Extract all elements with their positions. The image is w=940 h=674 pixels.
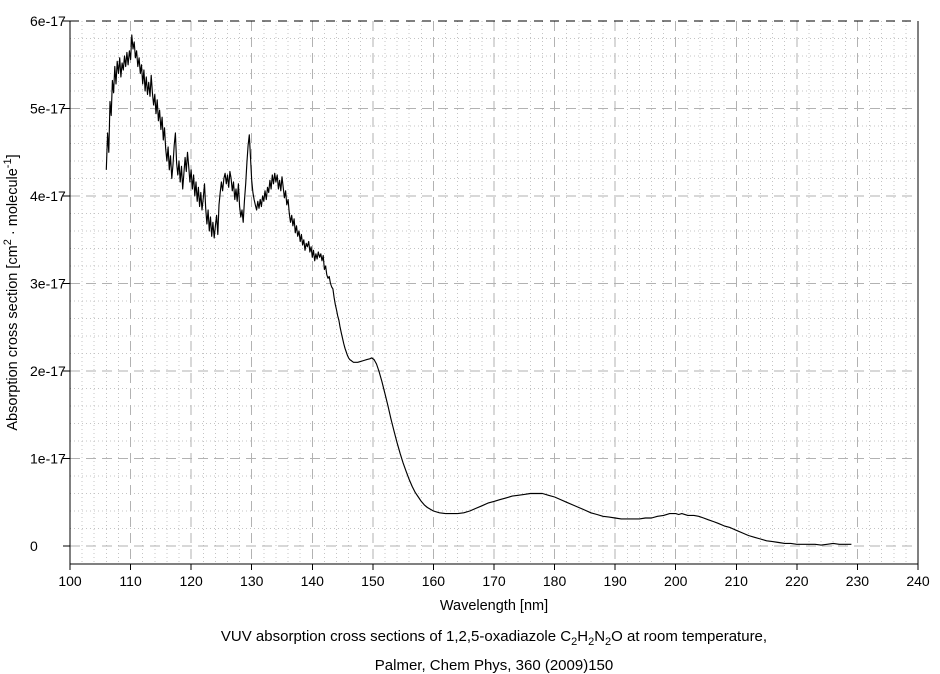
y-tick-label: 0 bbox=[30, 538, 38, 554]
caption-text: H bbox=[577, 628, 589, 645]
x-tick-label: 180 bbox=[543, 573, 567, 589]
y-tick-label: 6e-17 bbox=[30, 13, 66, 29]
x-tick-label: 230 bbox=[846, 573, 870, 589]
x-tick-label: 130 bbox=[240, 573, 264, 589]
x-tick-label: 120 bbox=[179, 573, 203, 589]
x-tick-label: 170 bbox=[482, 573, 506, 589]
caption-text: VUV absorption cross sections of 1,2,5-o… bbox=[220, 628, 572, 645]
x-tick-label: 110 bbox=[119, 573, 142, 589]
chart-caption: VUV absorption cross sections of 1,2,5-o… bbox=[70, 625, 918, 674]
y-axis-title: Absorption cross section [cm2 · molecule… bbox=[2, 154, 21, 430]
x-tick-label: 210 bbox=[725, 573, 749, 589]
y-tick-label: 1e-17 bbox=[30, 451, 66, 467]
x-tick-label: 150 bbox=[361, 573, 385, 589]
x-tick-label: 190 bbox=[603, 573, 627, 589]
y-tick-label: 5e-17 bbox=[30, 101, 66, 117]
x-tick-label: 240 bbox=[906, 573, 930, 589]
caption-subscript: 2 bbox=[605, 636, 612, 648]
y-tick-label: 3e-17 bbox=[30, 276, 66, 292]
x-axis-title: Wavelength [nm] bbox=[440, 598, 548, 614]
x-tick-label: 160 bbox=[422, 573, 446, 589]
x-tick-label: 220 bbox=[785, 573, 809, 589]
caption-line-2: Palmer, Chem Phys, 360 (2009)150 bbox=[374, 657, 614, 674]
y-tick-label: 2e-17 bbox=[30, 363, 66, 379]
caption-text: O at room temperature, bbox=[611, 628, 768, 645]
caption-subscript: 2 bbox=[588, 636, 595, 648]
caption-subscript: 2 bbox=[571, 636, 578, 648]
y-tick-label: 4e-17 bbox=[30, 188, 66, 204]
caption-line-1: VUV absorption cross sections of 1,2,5-o… bbox=[70, 625, 918, 654]
caption-text: N bbox=[594, 628, 606, 645]
spectrum-curve bbox=[105, 34, 852, 546]
x-tick-label: 140 bbox=[301, 573, 325, 589]
x-tick-label: 100 bbox=[58, 573, 82, 589]
x-tick-label: 200 bbox=[664, 573, 688, 589]
